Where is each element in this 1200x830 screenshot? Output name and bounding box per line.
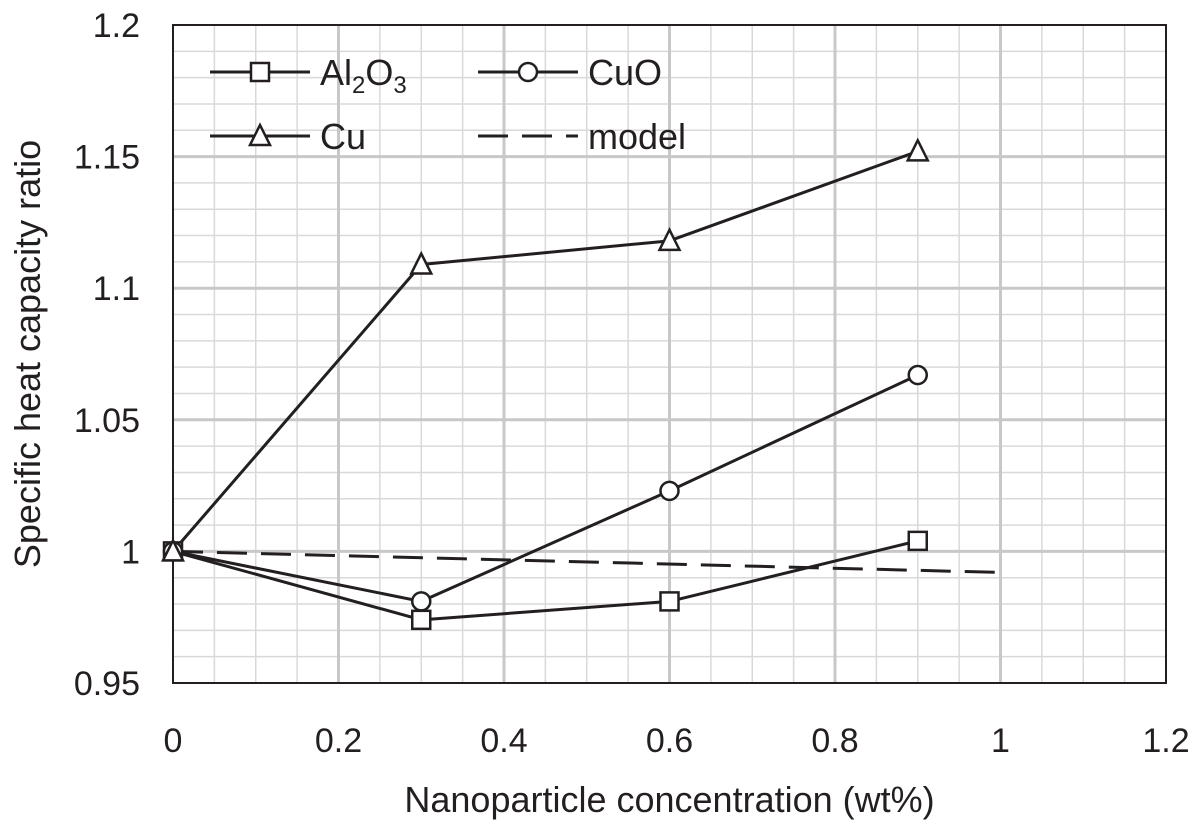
legend-marker-circle — [517, 61, 539, 83]
legend: Al2O3 CuO Cu model — [210, 52, 686, 157]
y-tick-label: 1.2 — [93, 7, 140, 45]
y-tick-label: 1 — [121, 533, 140, 571]
major-gridlines — [173, 25, 1166, 683]
legend-label-cu: Cu — [320, 116, 366, 157]
data-point-cu — [409, 250, 434, 275]
x-tick-label: 1.2 — [1142, 722, 1189, 760]
x-tick-labels: 0 0.2 0.4 0.6 0.8 1 1.2 — [164, 722, 1190, 760]
x-tick-label: 0.6 — [646, 722, 693, 760]
data-point-cu — [905, 137, 930, 162]
y-tick-labels: 0.95 1 1.05 1.1 1.15 1.2 — [74, 7, 140, 703]
legend-item-cu: Cu — [210, 116, 366, 157]
x-axis-title: Nanoparticle concentration (wt%) — [404, 779, 934, 820]
y-tick-label: 0.95 — [74, 665, 140, 703]
y-tick-label: 1.05 — [74, 402, 140, 440]
x-tick-label: 0 — [164, 722, 183, 760]
y-axis-title: Specific heat capacity ratio — [7, 140, 48, 568]
series-line-model — [172, 549, 1001, 574]
series-layer — [160, 137, 1001, 631]
series-line-al2o3 — [172, 539, 919, 622]
data-point-al2o3 — [411, 609, 432, 631]
y-tick-label: 1.1 — [93, 270, 140, 308]
x-tick-label: 0.8 — [811, 722, 858, 760]
legend-label-model: model — [588, 116, 686, 157]
series-line-cu — [171, 149, 919, 553]
data-point-cuo — [659, 480, 680, 502]
data-point-cuo — [411, 591, 432, 612]
y-tick-label: 1.15 — [74, 139, 140, 177]
legend-label-al2o3: Al2O3 — [320, 52, 407, 99]
legend-label-cuo: CuO — [588, 52, 662, 93]
x-tick-label: 1 — [991, 722, 1010, 760]
data-point-cuo — [907, 364, 928, 386]
data-point-al2o3 — [659, 591, 680, 612]
legend-marker-triangle — [247, 122, 273, 147]
legend-item-cuo: CuO — [478, 52, 662, 93]
x-tick-label: 0.2 — [315, 722, 362, 760]
legend-item-al2o3: Al2O3 — [210, 52, 407, 99]
x-tick-label: 0.4 — [480, 722, 527, 760]
legend-item-model: model — [478, 116, 686, 157]
plot-frame — [172, 24, 1167, 684]
data-point-al2o3 — [907, 530, 928, 552]
data-point-cu — [160, 537, 186, 562]
legend-marker-square — [249, 61, 271, 83]
data-point-cu — [657, 227, 682, 252]
series-line-cuo — [172, 373, 919, 603]
